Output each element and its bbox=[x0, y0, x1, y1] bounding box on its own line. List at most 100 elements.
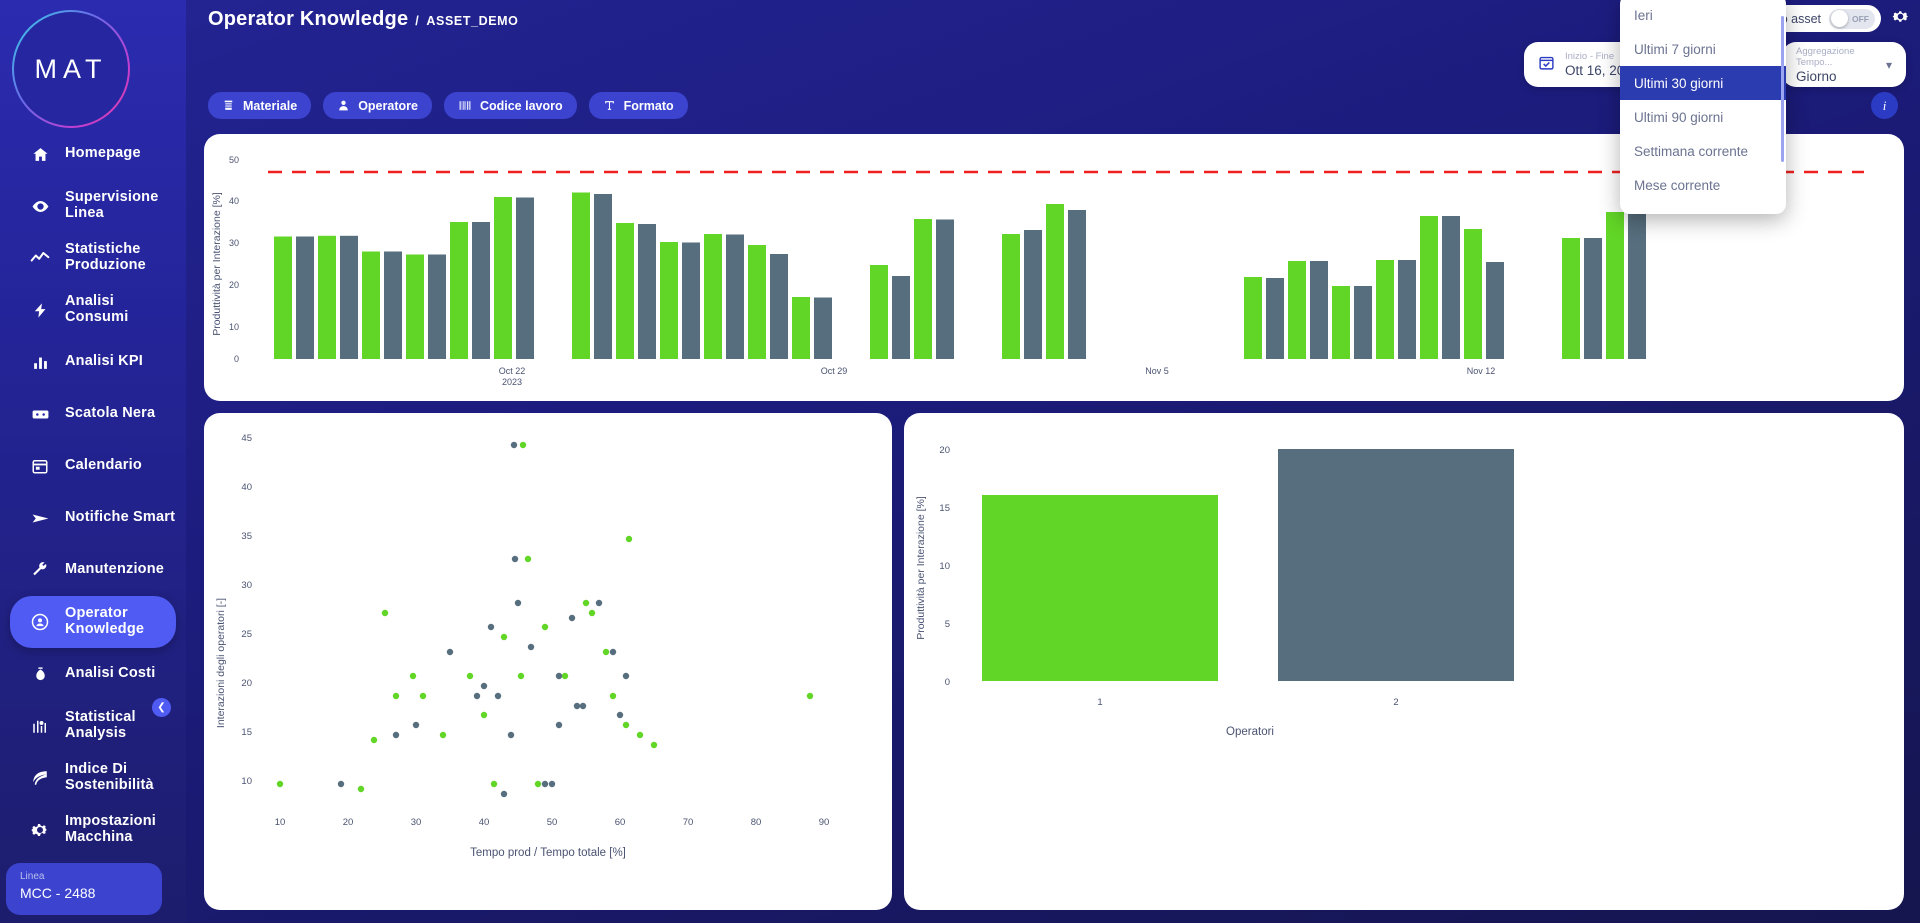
bar[interactable] bbox=[1244, 277, 1262, 359]
scatter-point[interactable] bbox=[616, 711, 624, 719]
scatter-point[interactable] bbox=[500, 633, 508, 641]
scatter-point[interactable] bbox=[588, 609, 596, 617]
scatter-point[interactable] bbox=[510, 441, 518, 449]
scatter-point[interactable] bbox=[480, 711, 488, 719]
scatter-point[interactable] bbox=[466, 672, 474, 680]
bar[interactable] bbox=[406, 254, 424, 360]
bar[interactable] bbox=[726, 234, 744, 360]
bar[interactable] bbox=[1420, 216, 1438, 359]
bar[interactable] bbox=[892, 276, 910, 359]
scatter-point[interactable] bbox=[490, 780, 498, 788]
filter-chip-materiale[interactable]: Materiale bbox=[208, 92, 312, 119]
scatter-point[interactable] bbox=[519, 441, 527, 449]
bar[interactable] bbox=[870, 265, 888, 359]
bar[interactable] bbox=[340, 235, 358, 359]
scatter-point[interactable] bbox=[517, 672, 525, 680]
bar[interactable] bbox=[1002, 234, 1020, 359]
dropdown-item-ultimi-30-giorni[interactable]: Ultimi 30 giorni bbox=[1620, 66, 1786, 100]
bar[interactable] bbox=[594, 194, 612, 359]
scatter-point[interactable] bbox=[609, 692, 617, 700]
scatter-point[interactable] bbox=[487, 623, 495, 631]
scatter-point[interactable] bbox=[392, 692, 400, 700]
toggle-switch[interactable]: OFF bbox=[1829, 8, 1875, 29]
scatter-point[interactable] bbox=[381, 609, 389, 617]
bar[interactable] bbox=[1024, 230, 1042, 359]
bar[interactable] bbox=[1310, 261, 1328, 359]
time-aggregation-select[interactable]: Aggregazione Tempo... Giorno ▾ bbox=[1782, 42, 1906, 87]
bar[interactable] bbox=[296, 236, 314, 360]
scatter-point[interactable] bbox=[806, 692, 814, 700]
bar[interactable] bbox=[1332, 286, 1350, 359]
sidebar-item-impostazioni-macchina[interactable]: Impostazioni Macchina bbox=[10, 804, 176, 856]
bar[interactable] bbox=[1266, 278, 1284, 359]
scatter-point[interactable] bbox=[579, 702, 587, 710]
filter-chip-operatore[interactable]: Operatore bbox=[323, 92, 432, 119]
sidebar-item-operator-knowledge[interactable]: Operator Knowledge bbox=[10, 596, 176, 648]
scatter-point[interactable] bbox=[568, 614, 576, 622]
scatter-point[interactable] bbox=[636, 731, 644, 739]
scatter-point[interactable] bbox=[595, 599, 603, 607]
bar[interactable] bbox=[472, 222, 490, 359]
bar[interactable] bbox=[516, 197, 534, 360]
dropdown-item-ieri[interactable]: Ieri bbox=[1634, 7, 1653, 23]
bar[interactable] bbox=[318, 235, 336, 359]
dropdown-item-settimana-corrente[interactable]: Settimana corrente bbox=[1634, 143, 1749, 159]
info-button[interactable]: i bbox=[1871, 92, 1898, 119]
gear-icon[interactable] bbox=[1891, 7, 1910, 31]
sidebar-item-calendario[interactable]: Calendario bbox=[10, 440, 176, 492]
bar[interactable] bbox=[792, 297, 810, 359]
sidebar-item-statistiche-produzione[interactable]: Statistiche Produzione bbox=[10, 232, 176, 284]
bar[interactable] bbox=[428, 254, 446, 360]
filter-chip-codice-lavoro[interactable]: Codice lavoro bbox=[443, 92, 577, 119]
bar[interactable] bbox=[274, 236, 292, 360]
bar[interactable] bbox=[384, 251, 402, 360]
bar[interactable] bbox=[1562, 238, 1580, 359]
scatter-point[interactable] bbox=[514, 599, 522, 607]
dropdown-item-ultimi-7-giorni[interactable]: Ultimi 7 giorni bbox=[1634, 41, 1716, 57]
bar[interactable] bbox=[1584, 238, 1602, 359]
sidebar-item-homepage[interactable]: Homepage bbox=[10, 128, 176, 180]
bar[interactable] bbox=[1442, 216, 1460, 359]
bar[interactable] bbox=[1464, 229, 1482, 359]
scatter-point[interactable] bbox=[561, 672, 569, 680]
scatter-point[interactable] bbox=[650, 741, 658, 749]
scatter-point[interactable] bbox=[524, 555, 532, 563]
bar[interactable] bbox=[1046, 204, 1064, 359]
scatter-point[interactable] bbox=[357, 785, 365, 793]
scatter-point[interactable] bbox=[446, 648, 454, 656]
scatter-point[interactable] bbox=[337, 780, 345, 788]
sidebar-item-analisi-costi[interactable]: Analisi Costi bbox=[10, 648, 176, 700]
bar[interactable] bbox=[814, 297, 832, 360]
sidebar-item-manutenzione[interactable]: Manutenzione bbox=[10, 544, 176, 596]
bar[interactable] bbox=[450, 222, 468, 359]
scatter-point[interactable] bbox=[548, 780, 556, 788]
bar[interactable] bbox=[362, 251, 380, 360]
scatter-point[interactable] bbox=[609, 648, 617, 656]
bar[interactable] bbox=[936, 219, 954, 360]
dropdown-item-mese-corrente[interactable]: Mese corrente bbox=[1634, 177, 1721, 193]
bar-operatore-2[interactable] bbox=[1278, 449, 1514, 681]
bar[interactable] bbox=[1606, 212, 1624, 359]
scatter-point[interactable] bbox=[507, 731, 515, 739]
bar[interactable] bbox=[660, 242, 678, 359]
sidebar-item-supervisione-linea[interactable]: Supervisione Linea bbox=[10, 180, 176, 232]
scatter-point[interactable] bbox=[511, 555, 519, 563]
dropdown-scrollbar[interactable] bbox=[1781, 16, 1784, 162]
sidebar-item-analisi-consumi[interactable]: Analisi Consumi bbox=[10, 284, 176, 336]
sidebar-item-analisi-kpi[interactable]: Analisi KPI bbox=[10, 336, 176, 388]
sidebar-item-indice-di-sostenibilita[interactable]: Indice Di Sostenibilità bbox=[10, 752, 176, 804]
scatter-point[interactable] bbox=[622, 721, 630, 729]
scatter-point[interactable] bbox=[622, 672, 630, 680]
scatter-point[interactable] bbox=[534, 780, 542, 788]
bar[interactable] bbox=[1068, 210, 1086, 359]
scatter-point[interactable] bbox=[573, 702, 581, 710]
scatter-point[interactable] bbox=[392, 731, 400, 739]
scatter-point[interactable] bbox=[409, 672, 417, 680]
scatter-point[interactable] bbox=[500, 790, 508, 798]
scatter-point[interactable] bbox=[555, 721, 563, 729]
scatter-point[interactable] bbox=[276, 780, 284, 788]
bar[interactable] bbox=[1288, 261, 1306, 359]
scatter-point[interactable] bbox=[480, 682, 488, 690]
bar[interactable] bbox=[494, 197, 512, 359]
bar[interactable] bbox=[1376, 260, 1394, 359]
